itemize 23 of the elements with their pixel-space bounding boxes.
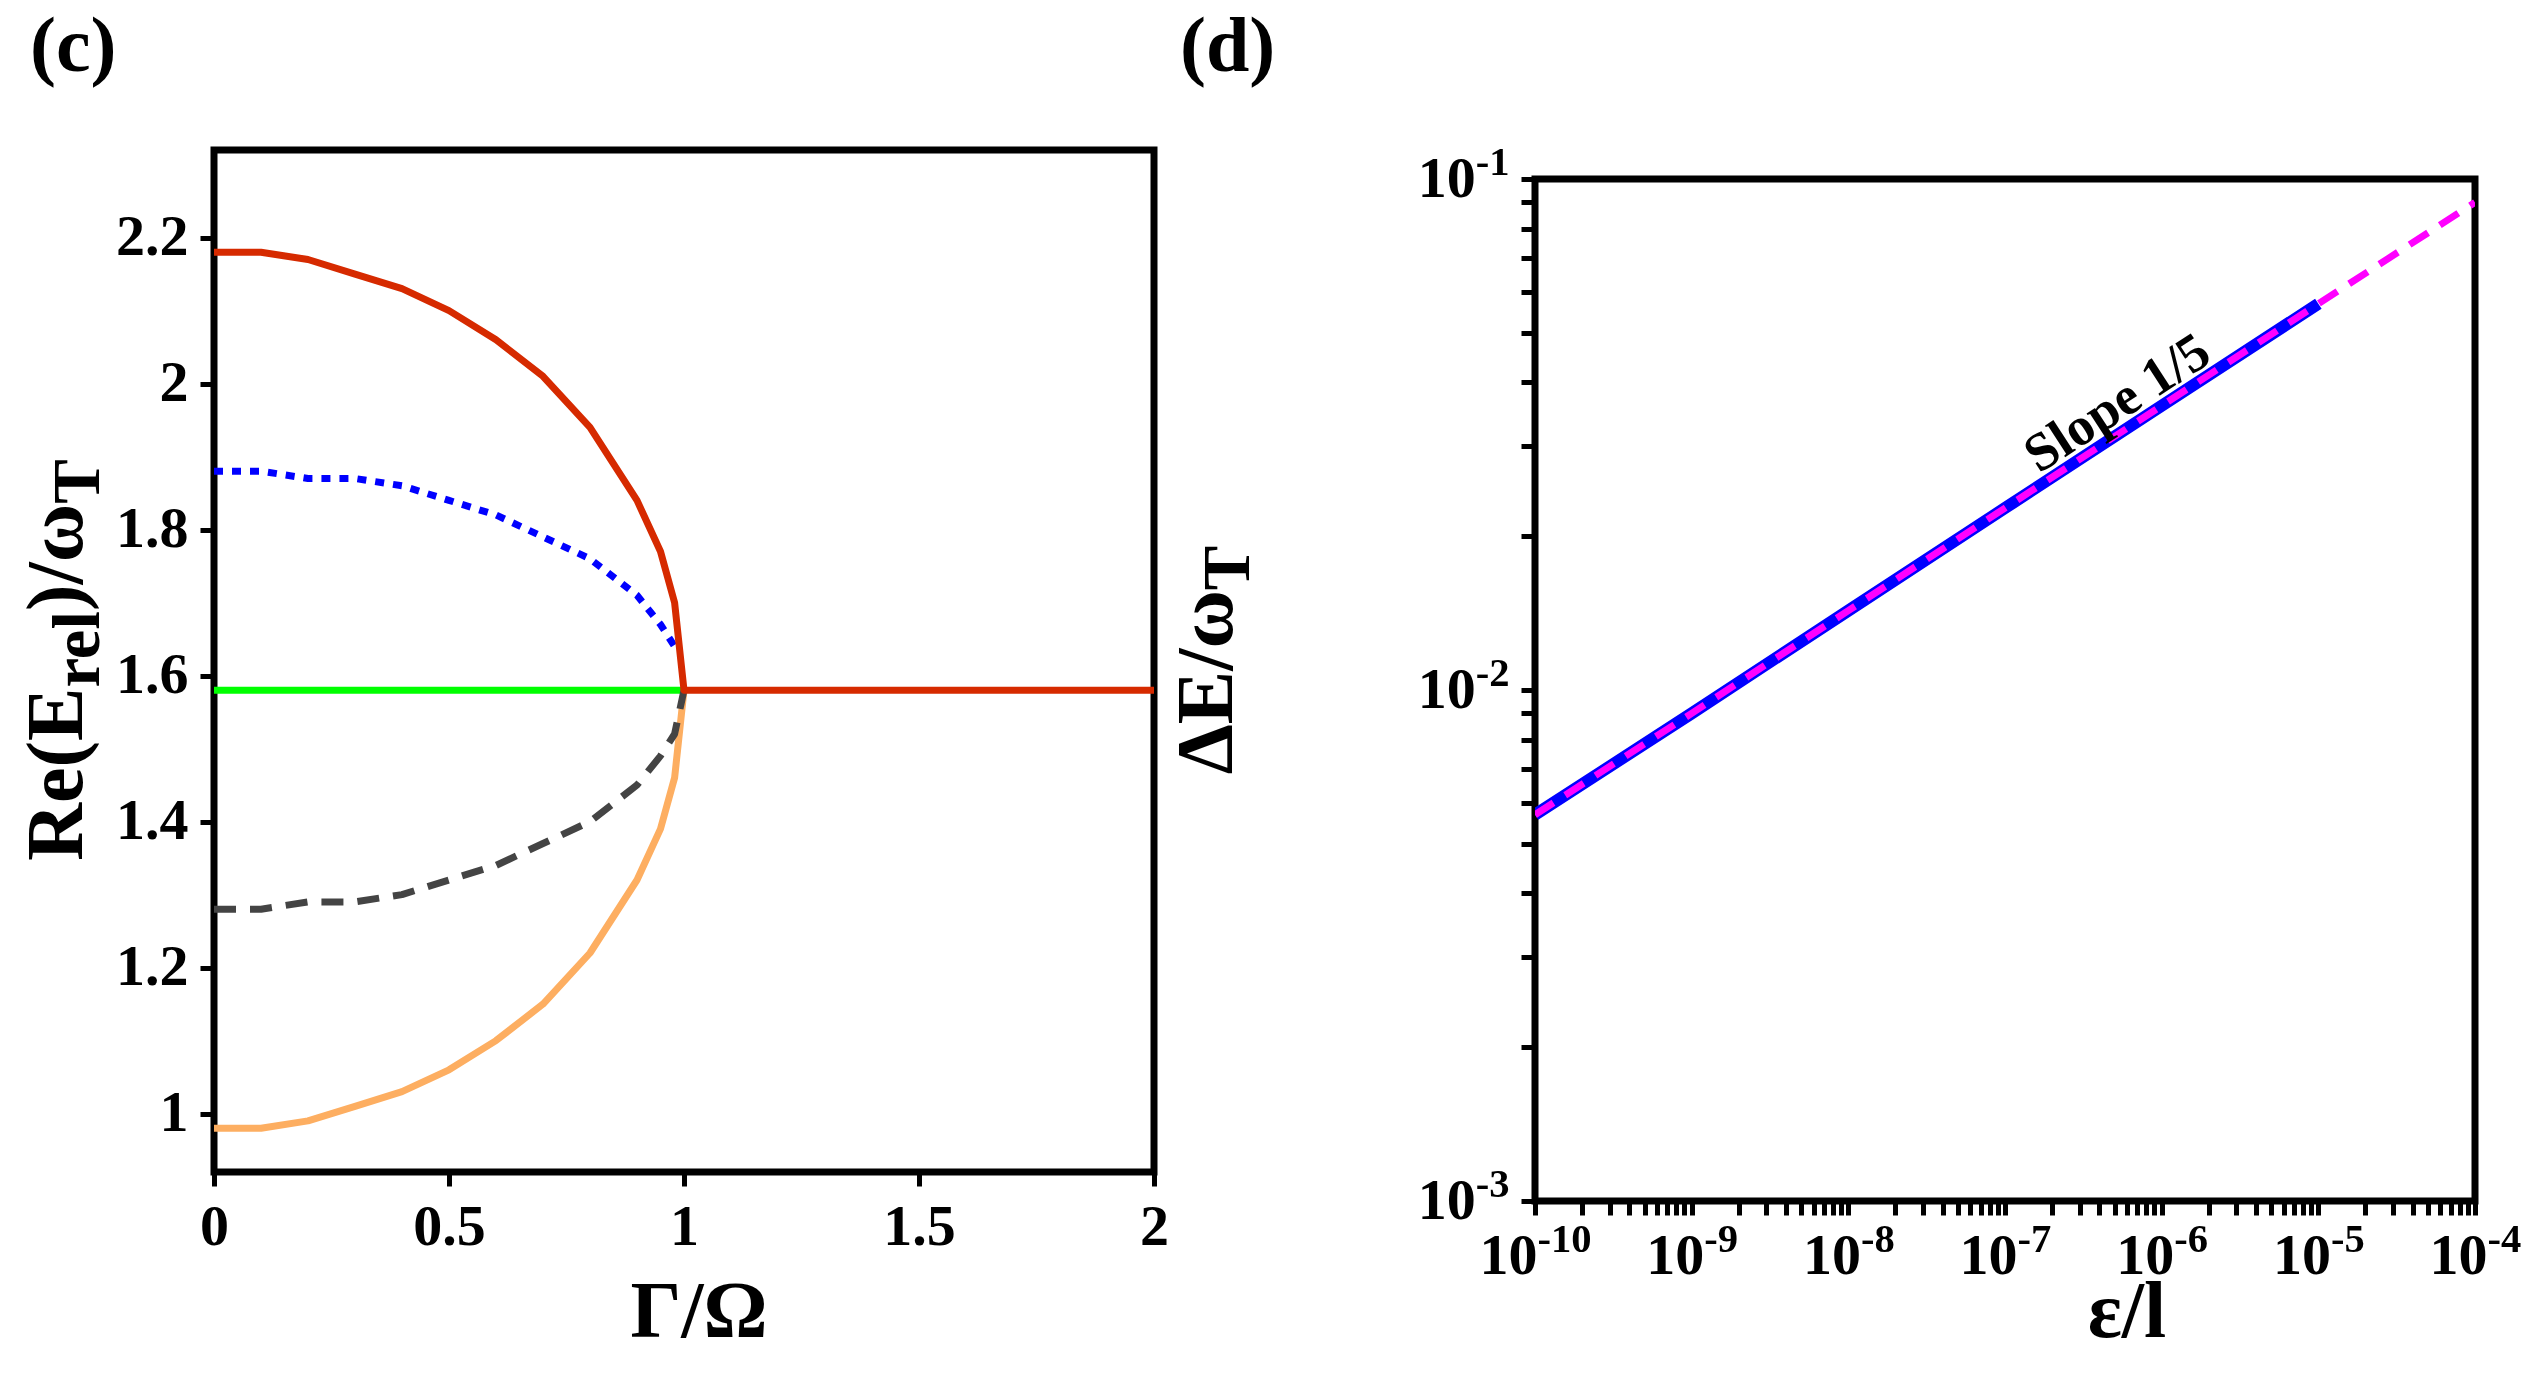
x-tick-label: 10$^{-5}$ [2272, 1215, 2365, 1287]
x-tick-label: 2 [1140, 1192, 1169, 1258]
y-tick-label: 1 [159, 1079, 189, 1145]
x-tick-label: 10$^{-8}$ [1802, 1215, 1895, 1287]
x-axis-title: Γ/Ω [630, 1265, 768, 1356]
y-tick-label: 1.6 [116, 641, 189, 707]
x-tick-label: 1 [670, 1192, 699, 1258]
chart-title: (c) [30, 0, 117, 90]
annotation: Slope 1/5 [2012, 320, 2221, 485]
y-tick-label: 1.4 [116, 787, 189, 853]
y-tick-label: 10$^{-1}$ [1417, 138, 1510, 210]
x-tick-label: 10$^{-9}$ [1646, 1215, 1739, 1287]
y-tick-label: 10$^{-2}$ [1417, 649, 1510, 721]
x-tick-label: 10$^{-4}$ [2429, 1215, 2522, 1287]
y-tick-label: 1.8 [116, 495, 189, 561]
x-tick-label: 0.5 [413, 1192, 486, 1258]
chart-title: (d) [1180, 0, 1276, 90]
x-tick-label: 0 [200, 1192, 229, 1258]
y-tick-label: 2.2 [116, 203, 189, 269]
y-tick-label: 2 [159, 349, 189, 415]
x-tick-label: 10$^{-7}$ [1959, 1215, 2052, 1287]
y-tick-label: 1.2 [116, 933, 189, 999]
x-tick-label: 1.5 [883, 1192, 956, 1258]
